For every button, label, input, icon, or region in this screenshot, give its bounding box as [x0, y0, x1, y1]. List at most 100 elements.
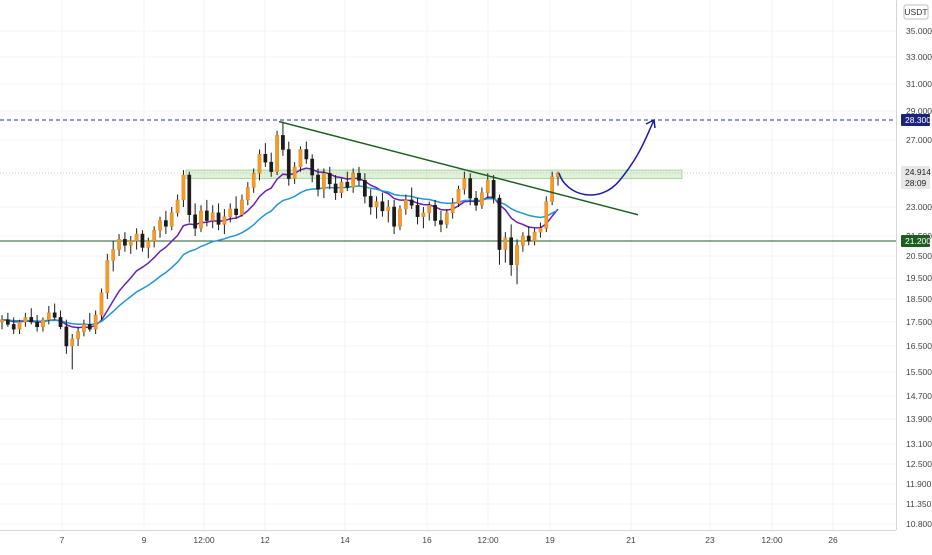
candle [450, 198, 455, 219]
candle [111, 241, 116, 272]
candle [263, 143, 268, 167]
candle-body-up [515, 245, 519, 266]
price-tick-label: 14.700 [906, 391, 932, 401]
candle-body-up [0, 319, 4, 323]
candle [187, 171, 192, 223]
price-axis-background [896, 0, 932, 550]
candle [380, 192, 385, 217]
candle [251, 168, 256, 193]
candle [439, 210, 443, 233]
candle-body-down [509, 237, 514, 266]
currency-badge-frame [903, 4, 929, 20]
candle-body-up [421, 212, 426, 217]
candle-body-down [415, 204, 420, 217]
candle-body-up [169, 212, 174, 227]
candle [140, 230, 145, 252]
annotations [278, 118, 656, 216]
candle [281, 121, 285, 156]
candle [99, 288, 104, 320]
candle [392, 199, 396, 235]
candle-body-up [111, 249, 116, 261]
projection-arrowhead [645, 118, 656, 129]
candle-body-down [5, 319, 10, 325]
price-tick-label: 13.900 [906, 414, 932, 424]
candle [11, 317, 16, 334]
candle [462, 171, 467, 195]
candle-body-up [82, 324, 86, 332]
candle-body-down [52, 312, 57, 318]
candle [275, 130, 279, 176]
candle [123, 232, 127, 252]
candle [164, 210, 168, 235]
candle-body-down [64, 326, 69, 347]
time-tick-label: 12 [260, 535, 270, 545]
candle-body-up [175, 199, 180, 214]
time-tick-label: 21 [626, 535, 636, 545]
candle [216, 203, 221, 231]
candle-body-down [304, 149, 309, 160]
candle-body-up [41, 319, 45, 328]
candle [357, 166, 361, 186]
candle-body-down [368, 196, 373, 208]
candle-body-up [403, 199, 408, 210]
candle-body-down [327, 172, 332, 185]
candle [134, 228, 139, 250]
currency-badge[interactable]: USDT [903, 4, 929, 20]
candle-body-up [292, 166, 297, 179]
candle [491, 175, 496, 204]
grid [0, 0, 896, 530]
candle [427, 201, 432, 221]
candle-body-down [310, 158, 315, 176]
projection-curve [558, 119, 655, 196]
candle [345, 171, 350, 192]
candle [82, 319, 86, 337]
price-label-text: 24.914 [905, 167, 931, 177]
candle-body-up [503, 237, 508, 250]
candle-body-down [392, 206, 396, 227]
candle [515, 239, 519, 285]
candle [526, 226, 531, 246]
time-tick-label: 12:00 [193, 535, 215, 545]
candle-body-down [269, 161, 274, 172]
currency-label: USDT [904, 7, 927, 17]
candle-body-up [228, 208, 233, 217]
candle [322, 168, 326, 199]
candle [29, 308, 34, 325]
price-axis[interactable]: USDT 35.000 33.000 31.000 29.000 27.000 23.000… [896, 0, 932, 550]
candle [403, 194, 408, 215]
candle-body-down [363, 180, 367, 197]
candle [146, 237, 151, 259]
candle [550, 171, 555, 206]
candle-body-down [474, 197, 478, 206]
candle-body-down [193, 214, 197, 229]
candle [333, 175, 338, 200]
price-tick-label: 12.500 [906, 459, 932, 469]
candle-body-up [427, 204, 432, 214]
price-tick-label: 17.500 [906, 317, 932, 327]
time-tick-label: 12:00 [761, 535, 783, 545]
candle-body-up [298, 149, 303, 168]
candle-body-down [216, 212, 221, 225]
candle [169, 207, 174, 231]
candle [64, 319, 69, 354]
candle-body-up [17, 321, 22, 330]
candle-body-down [316, 174, 320, 190]
candle [17, 319, 22, 334]
candle-body-up [544, 201, 549, 229]
time-tick-label: 16 [422, 535, 432, 545]
price-label-text: 28.300 [905, 115, 931, 125]
candle [468, 173, 473, 206]
candle [210, 205, 215, 229]
time-axis[interactable]: 7 9 12:00 12 14 16 12:00 19 21 23 12:00 26 [0, 530, 932, 550]
candle-body-up [146, 240, 151, 248]
price-label-box [901, 166, 930, 178]
candle [158, 216, 162, 238]
candle-body-up [532, 231, 537, 242]
candle [35, 315, 39, 332]
candle-body-up [398, 208, 402, 227]
candle [497, 194, 502, 265]
candle-body-up [105, 260, 110, 293]
candle [433, 199, 437, 227]
candle [521, 232, 525, 252]
candle-body-down [497, 197, 502, 250]
